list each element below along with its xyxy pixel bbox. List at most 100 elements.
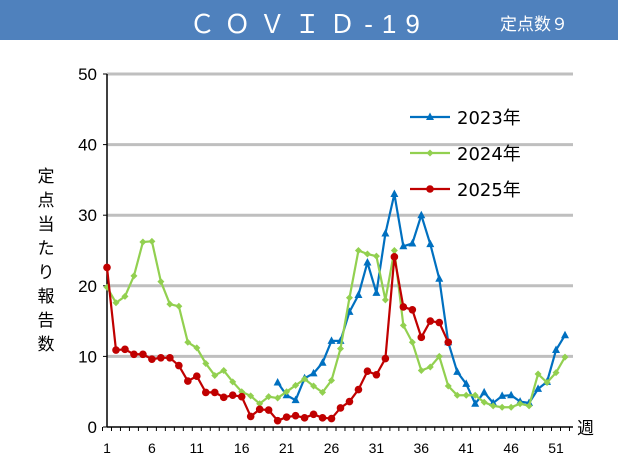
series-2023-point: [408, 238, 417, 247]
y-tick-label: 0: [88, 418, 97, 437]
series-2025-point: [318, 414, 327, 422]
legend-marker: [426, 112, 434, 120]
series-2024-point: [435, 352, 443, 360]
series-2024-point: [480, 398, 488, 406]
series-2024-point: [175, 302, 183, 310]
series-2023-point: [372, 288, 381, 296]
series-2024-point: [516, 400, 524, 408]
series-2024-point: [202, 359, 210, 367]
series-2025-point: [175, 361, 183, 370]
series-2024-point: [328, 376, 336, 384]
series-2024-point: [310, 382, 318, 390]
series-2024-point: [256, 400, 264, 408]
series-2025-point: [103, 263, 111, 272]
series-2023-point: [453, 367, 462, 375]
series-2024-point: [193, 344, 201, 352]
series-2023-point: [498, 391, 507, 399]
series-2025-point: [139, 350, 147, 359]
series-2024-point: [390, 247, 398, 254]
series-2024-point: [319, 388, 327, 396]
series-2025-point: [193, 372, 201, 380]
series-2025-point: [166, 354, 174, 362]
series-2023-point: [354, 290, 363, 298]
x-tick-label: 36: [414, 440, 430, 456]
series-2025-point: [282, 413, 291, 421]
series-2025-point: [444, 338, 453, 347]
series-2024-point: [292, 381, 300, 389]
series-2023-point: [552, 345, 561, 354]
series-2025-point: [390, 253, 399, 261]
series-2024-point: [417, 367, 425, 375]
legend-marker: [426, 185, 434, 193]
y-tick-label: 30: [78, 206, 97, 225]
series-2024-point: [561, 353, 569, 361]
series-2023-point: [291, 395, 300, 404]
series-2023-point: [426, 239, 435, 248]
series-2025-point: [255, 405, 264, 414]
series-2025-point: [399, 303, 408, 311]
series-2025-point: [291, 411, 300, 420]
series-2024-point: [211, 371, 219, 379]
series-2023-point: [480, 387, 489, 396]
x-tick-label: 51: [548, 440, 564, 456]
series-2024-point: [229, 378, 237, 386]
series-2025-point: [372, 370, 381, 379]
series-2024-point: [489, 402, 497, 410]
series-2024-point: [507, 403, 515, 411]
y-tick-label: 40: [78, 136, 97, 155]
series-2025-point: [219, 393, 228, 402]
series-2025-point: [237, 392, 246, 401]
series-2024-point: [534, 370, 542, 378]
series-2025-point: [408, 306, 417, 314]
series-2024-point: [283, 388, 291, 396]
series-2025-point: [354, 385, 363, 394]
series-2023-point: [435, 274, 444, 282]
series-2025-point: [381, 354, 390, 363]
series-2024-point: [345, 294, 353, 302]
series-2024-point: [148, 237, 156, 245]
series-2024-line: [106, 240, 566, 409]
series-2024-point: [336, 345, 344, 353]
series-2025-point: [417, 333, 426, 342]
series-2024-point: [184, 338, 192, 346]
series-2025-point: [309, 410, 318, 419]
series-2024-point: [354, 247, 362, 254]
series-2024-point: [247, 392, 255, 400]
series-2024-point: [381, 296, 389, 304]
series-2024-point: [399, 321, 407, 329]
x-tick-label: 31: [369, 440, 385, 456]
series-2023-point: [318, 358, 327, 366]
series-2024-point: [552, 369, 560, 377]
series-2025-point: [435, 318, 444, 327]
x-tick-label: 41: [458, 440, 474, 456]
series-2025-point: [264, 406, 273, 414]
y-axis-label: 定点当たり報告数: [37, 167, 55, 355]
legend-label: 2025年: [457, 180, 521, 201]
y-tick-label: 10: [78, 347, 97, 366]
series-2024-point: [112, 299, 120, 307]
series-2025-point: [184, 377, 192, 385]
series-2023-point: [381, 229, 390, 237]
series-2025-point: [273, 416, 282, 425]
series-2024-point: [498, 403, 506, 411]
header-bar: ＣＯＶＩＤ-19 定点数９: [0, 0, 618, 40]
series-2024-point: [301, 375, 309, 383]
series-2023-point: [507, 390, 516, 399]
series-2023-point: [390, 189, 399, 198]
series-2023-point: [399, 241, 408, 250]
series-2025-point: [210, 388, 219, 397]
series-2025-point: [228, 391, 237, 400]
sentinel-count: 定点数９: [500, 15, 568, 35]
series-2024-point: [121, 292, 129, 300]
series-2025-point: [300, 414, 309, 422]
legend-marker: [426, 149, 434, 157]
series-2025-point: [201, 388, 210, 397]
series-2024-point: [543, 379, 551, 387]
series-2024-point: [525, 402, 533, 410]
series-2023-point: [417, 210, 426, 219]
series-2024-point: [471, 391, 479, 399]
series-2023-point: [363, 258, 372, 266]
x-tick-label: 1: [103, 440, 111, 456]
series-2025-point: [327, 414, 336, 423]
